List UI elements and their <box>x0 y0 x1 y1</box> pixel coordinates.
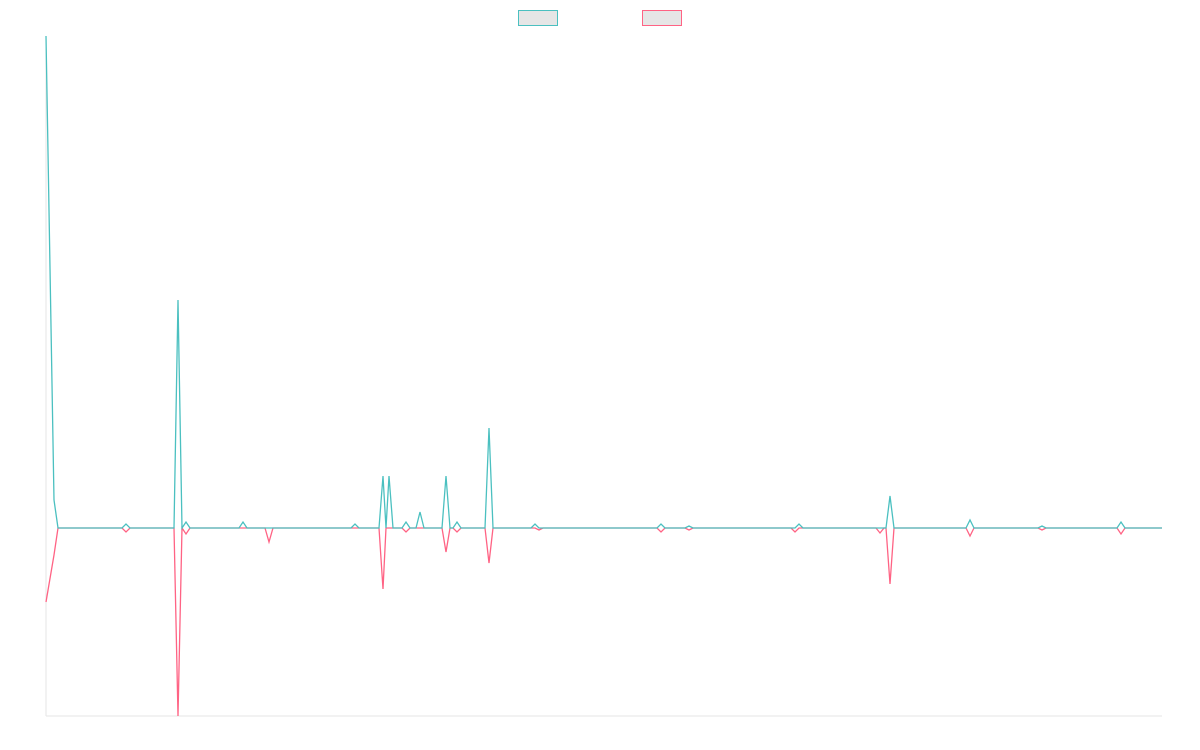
legend-swatch[interactable] <box>518 10 558 26</box>
series-line <box>45 525 1162 717</box>
series-line <box>45 35 1162 531</box>
legend-swatch[interactable] <box>642 10 682 26</box>
